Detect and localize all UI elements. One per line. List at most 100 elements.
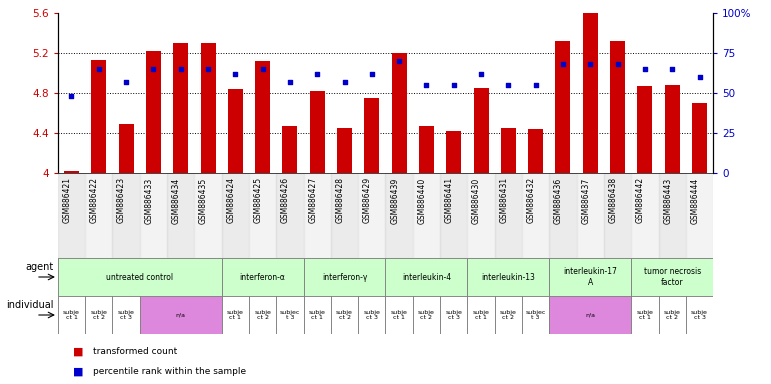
Text: GSM886444: GSM886444 xyxy=(691,177,699,223)
Bar xyxy=(577,173,604,258)
Text: GSM886441: GSM886441 xyxy=(445,177,454,223)
Bar xyxy=(91,60,106,173)
Bar xyxy=(113,296,140,334)
Bar xyxy=(392,53,406,173)
Text: subje
ct 1: subje ct 1 xyxy=(309,310,325,320)
Bar xyxy=(58,258,221,296)
Bar xyxy=(495,296,522,334)
Bar xyxy=(146,51,161,173)
Bar xyxy=(549,258,631,296)
Bar xyxy=(310,91,325,173)
Bar xyxy=(304,296,331,334)
Bar xyxy=(665,85,680,173)
Bar xyxy=(331,173,359,258)
Text: GSM886423: GSM886423 xyxy=(117,177,126,223)
Bar xyxy=(221,173,249,258)
Point xyxy=(448,82,460,88)
Bar xyxy=(255,61,270,173)
Text: subje
ct 3: subje ct 3 xyxy=(446,310,462,320)
Text: GSM886440: GSM886440 xyxy=(417,177,426,223)
Text: GSM886421: GSM886421 xyxy=(62,177,72,223)
Text: subje
ct 3: subje ct 3 xyxy=(691,310,708,320)
Bar xyxy=(467,258,549,296)
Bar xyxy=(638,86,652,173)
Bar xyxy=(440,296,467,334)
Text: ■: ■ xyxy=(73,366,84,376)
Text: subje
ct 1: subje ct 1 xyxy=(473,310,490,320)
Bar xyxy=(64,171,79,173)
Text: GSM886439: GSM886439 xyxy=(390,177,399,223)
Text: untreated control: untreated control xyxy=(106,273,173,281)
Bar xyxy=(412,296,440,334)
Text: subje
ct 1: subje ct 1 xyxy=(227,310,244,320)
Bar xyxy=(555,41,571,173)
Text: subjec
t 3: subjec t 3 xyxy=(280,310,300,320)
Text: individual: individual xyxy=(6,301,54,311)
Bar xyxy=(221,258,304,296)
Bar xyxy=(446,131,461,173)
Text: GSM886434: GSM886434 xyxy=(172,177,180,223)
Bar xyxy=(359,296,386,334)
Text: GSM886437: GSM886437 xyxy=(581,177,591,223)
Bar xyxy=(610,41,625,173)
Text: GSM886428: GSM886428 xyxy=(335,177,345,223)
Bar xyxy=(113,173,140,258)
Text: subje
ct 1: subje ct 1 xyxy=(63,310,80,320)
Bar xyxy=(522,173,549,258)
Text: interferon-α: interferon-α xyxy=(240,273,285,281)
Bar xyxy=(194,173,222,258)
Point xyxy=(502,82,514,88)
Point xyxy=(284,79,296,85)
Text: subje
ct 2: subje ct 2 xyxy=(418,310,435,320)
Bar xyxy=(249,173,276,258)
Text: subje
ct 2: subje ct 2 xyxy=(336,310,353,320)
Text: subjec
t 3: subjec t 3 xyxy=(526,310,546,320)
Bar xyxy=(386,258,467,296)
Point xyxy=(120,79,133,85)
Bar xyxy=(331,296,359,334)
Bar xyxy=(85,296,113,334)
Point xyxy=(174,66,187,72)
Point xyxy=(638,66,651,72)
Point xyxy=(420,82,433,88)
Bar xyxy=(119,124,133,173)
Bar xyxy=(221,296,249,334)
Text: interleukin-4: interleukin-4 xyxy=(402,273,451,281)
Text: interleukin-13: interleukin-13 xyxy=(481,273,535,281)
Bar xyxy=(276,173,304,258)
Point xyxy=(66,93,78,99)
Bar xyxy=(549,296,631,334)
Bar xyxy=(58,296,85,334)
Point xyxy=(557,61,569,67)
Bar xyxy=(58,173,85,258)
Bar xyxy=(276,296,304,334)
Bar xyxy=(604,173,631,258)
Point xyxy=(475,71,487,77)
Text: GSM886435: GSM886435 xyxy=(199,177,208,223)
Point xyxy=(202,66,214,72)
Text: n/a: n/a xyxy=(585,313,595,318)
Bar xyxy=(140,296,221,334)
Text: subje
ct 2: subje ct 2 xyxy=(500,310,517,320)
Text: subje
ct 3: subje ct 3 xyxy=(118,310,134,320)
Bar xyxy=(386,296,412,334)
Text: interleukin-17
A: interleukin-17 A xyxy=(564,267,618,287)
Bar xyxy=(692,103,707,173)
Text: GSM886424: GSM886424 xyxy=(227,177,235,223)
Text: ■: ■ xyxy=(73,346,84,356)
Bar xyxy=(440,173,467,258)
Bar xyxy=(200,43,216,173)
Bar xyxy=(365,98,379,173)
Bar xyxy=(167,173,194,258)
Text: subje
ct 1: subje ct 1 xyxy=(391,310,408,320)
Point xyxy=(311,71,323,77)
Text: interferon-γ: interferon-γ xyxy=(322,273,367,281)
Bar xyxy=(473,88,489,173)
Bar xyxy=(686,296,713,334)
Text: GSM886431: GSM886431 xyxy=(500,177,508,223)
Text: subje
ct 2: subje ct 2 xyxy=(254,310,271,320)
Text: GSM886432: GSM886432 xyxy=(527,177,536,223)
Point xyxy=(393,58,406,64)
Text: GSM886427: GSM886427 xyxy=(308,177,317,223)
Point xyxy=(338,79,351,85)
